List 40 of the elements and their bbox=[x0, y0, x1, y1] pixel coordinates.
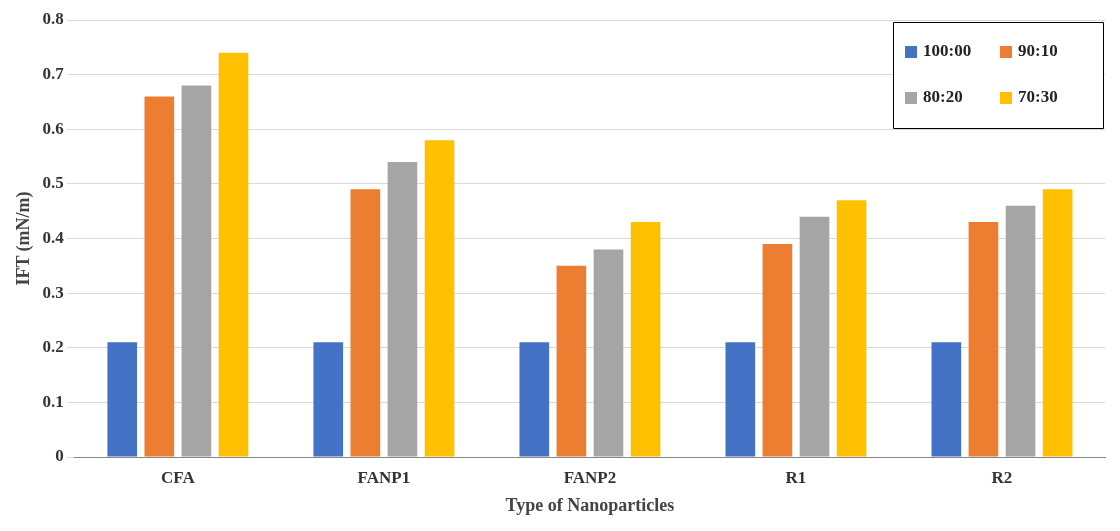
x-tick-label: CFA bbox=[161, 467, 196, 487]
y-tick-label: 0.4 bbox=[42, 227, 65, 247]
y-axis-title: IFT (mN/m) bbox=[13, 191, 35, 286]
x-tick-label: FANP2 bbox=[563, 467, 617, 487]
bar bbox=[836, 200, 867, 457]
legend-label: 100:00 bbox=[923, 41, 972, 61]
y-tick-label: 0.1 bbox=[42, 391, 64, 411]
bar bbox=[931, 342, 962, 457]
bar bbox=[424, 140, 455, 457]
y-tick-label: 0.2 bbox=[42, 337, 64, 357]
x-tick-label: R2 bbox=[991, 467, 1013, 487]
bar bbox=[519, 342, 550, 457]
bar bbox=[593, 249, 624, 457]
y-tick-label: 0.5 bbox=[42, 173, 64, 193]
legend-label: 90:10 bbox=[1018, 41, 1058, 61]
x-tick-label: FANP1 bbox=[357, 467, 411, 487]
bar bbox=[144, 96, 175, 457]
legend-label: 80:20 bbox=[923, 87, 963, 107]
bar bbox=[799, 216, 830, 457]
y-tick-label: 0 bbox=[55, 446, 64, 466]
bar bbox=[556, 265, 587, 457]
bar bbox=[1042, 189, 1073, 457]
bar bbox=[313, 342, 344, 457]
bar bbox=[1005, 205, 1036, 457]
y-tick-label: 0.6 bbox=[42, 118, 64, 138]
y-tick-label: 0.3 bbox=[42, 282, 64, 302]
bar bbox=[968, 222, 999, 457]
x-tick-label: R1 bbox=[785, 467, 807, 487]
bar bbox=[350, 189, 381, 457]
legend-label: 70:30 bbox=[1018, 87, 1058, 107]
bar bbox=[107, 342, 138, 457]
bar bbox=[218, 52, 249, 457]
bar bbox=[630, 222, 661, 457]
y-tick-label: 0.8 bbox=[42, 9, 64, 29]
x-axis-title: Type of Nanoparticles bbox=[505, 494, 675, 515]
y-tick-label: 0.7 bbox=[42, 64, 65, 84]
bar bbox=[181, 85, 212, 457]
bar bbox=[762, 243, 793, 457]
bar bbox=[725, 342, 756, 457]
bar bbox=[387, 162, 418, 457]
